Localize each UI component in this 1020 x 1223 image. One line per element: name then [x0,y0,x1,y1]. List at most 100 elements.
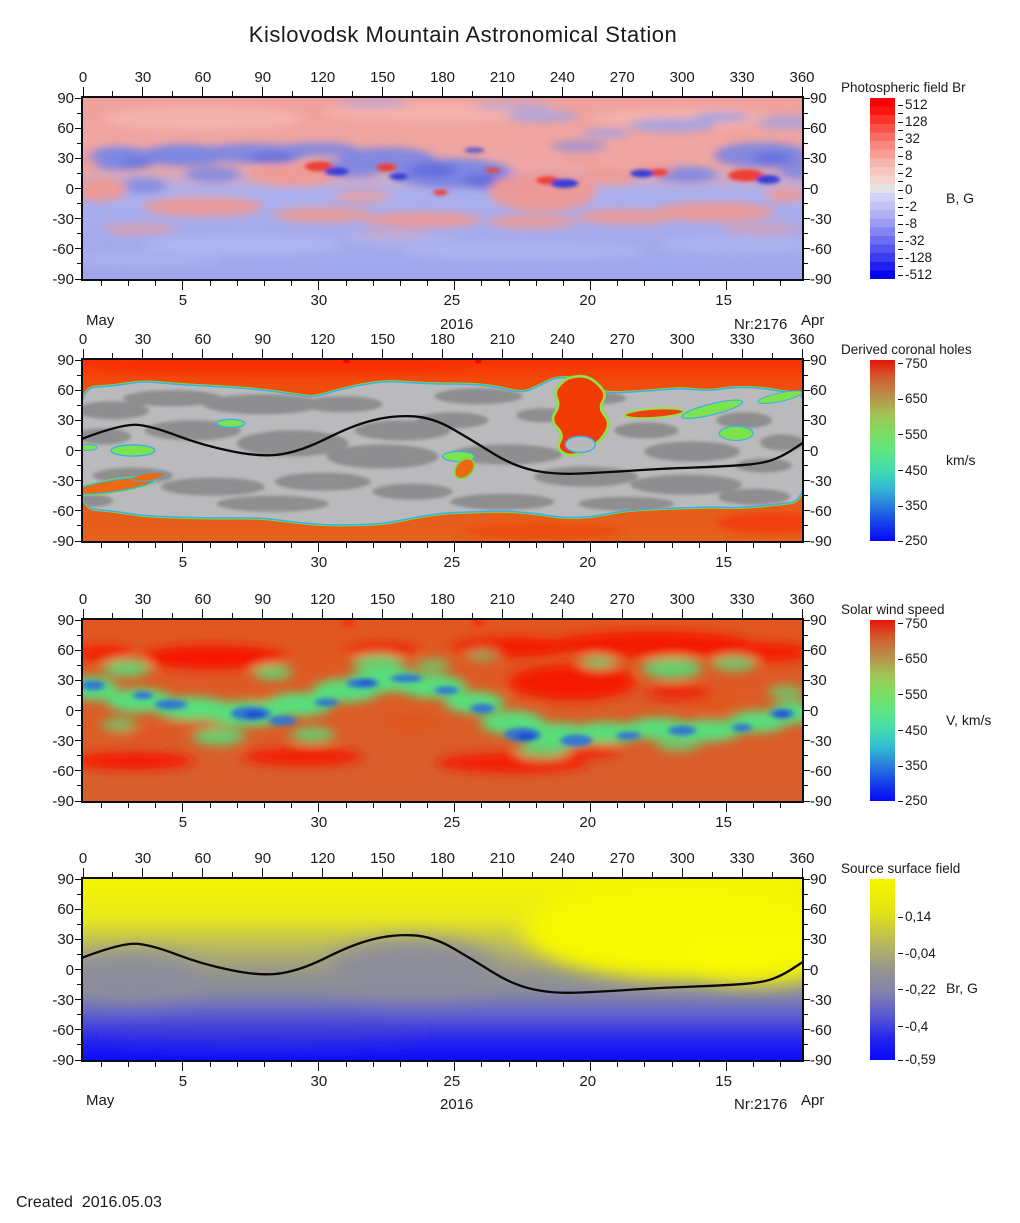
figure-title: Kislovodsk Mountain Astronomical Station [248,22,678,47]
colorbar-tick [898,266,903,268]
rotation-number-label: Nr:2176 [734,316,788,333]
lat-major-tick [804,248,810,250]
lat-minor-tick [804,233,808,235]
lon-major-tick [262,868,264,877]
lon-minor-tick [172,91,174,96]
lon-major-tick [382,87,384,96]
lon-minor-tick [292,91,294,96]
lat-minor-tick [77,203,81,205]
lat-tick-label: 0 [810,961,819,979]
lat-minor-tick [804,634,808,636]
colorbar-tick-label: 0 [905,182,913,198]
lon-tick-label: 120 [310,591,336,608]
lon-tick-label: 150 [370,331,396,348]
day-minor-tick [291,543,293,548]
lat-major-tick [804,649,810,651]
day-major-tick [318,803,320,812]
map-source-surface-field [81,877,804,1062]
lat-minor-tick [804,694,808,696]
colorbar-tick [898,249,903,251]
lon-major-tick [142,87,144,96]
lat-major-tick [804,157,810,159]
lat-major-tick [75,908,81,910]
day-major-tick [318,1062,320,1071]
colorbar-tick-label: 32 [905,131,921,147]
lon-minor-tick [292,353,294,358]
lon-tick-label: 330 [729,69,755,86]
lat-major-tick [75,999,81,1001]
day-minor-tick [617,1062,619,1067]
day-minor-tick [209,281,211,286]
day-major-tick [454,281,456,290]
lat-minor-tick [77,263,81,265]
lon-minor-tick [771,91,773,96]
day-minor-tick [780,281,782,286]
day-major-tick [318,281,320,290]
lat-minor-tick [77,923,81,925]
colorbar-unit-coronal: km/s [946,452,976,468]
lon-major-tick [621,868,623,877]
date-label: 5 [178,292,188,309]
colorbar-wind [870,620,895,801]
lon-minor-tick [412,353,414,358]
day-minor-tick [617,543,619,548]
day-minor-tick [372,281,374,286]
lon-major-tick [801,609,803,618]
lon-minor-tick [591,872,593,877]
colorbar-title-coronal: Derived coronal holes [841,342,972,357]
day-minor-tick [427,1062,429,1067]
lat-major-tick [804,188,810,189]
lon-tick-label: 330 [729,331,755,348]
lon-major-tick [501,349,503,358]
colorbar-tick [898,658,903,660]
day-major-tick [726,1062,727,1071]
lat-major-tick [75,1059,81,1061]
day-minor-tick [780,803,782,808]
lon-tick-label: 240 [549,850,575,867]
lon-major-tick [322,609,324,618]
lon-tick-label: 60 [194,591,212,608]
day-minor-tick [535,803,537,808]
day-minor-tick [399,1062,401,1067]
colorbar-tick [898,694,903,696]
colorbar-tick [898,953,903,955]
colorbar-tick [898,540,903,542]
lon-tick-label: 210 [489,69,515,86]
year-label: 2016 [440,316,474,333]
day-minor-tick [427,543,429,548]
lat-minor-tick [77,755,81,757]
lat-minor-tick [77,374,81,376]
day-major-tick [726,803,727,812]
lat-major-tick [75,740,81,742]
lat-tick-label: -60 [810,502,832,520]
lat-minor-tick [804,263,808,265]
lat-major-tick [804,218,810,220]
lon-major-tick [202,609,204,618]
lat-minor-tick [77,465,81,467]
lat-tick-label: 30 [57,150,74,168]
lat-major-tick [75,1029,81,1031]
colorbar-title-photospheric: Photospheric field Br [841,80,966,95]
lon-tick-label: 60 [194,69,212,86]
day-minor-tick [399,543,401,548]
day-minor-tick [427,281,429,286]
lon-major-tick [382,868,384,877]
date-label: 20 [579,1073,597,1090]
colorbar-title-source: Source surface field [841,861,961,876]
lon-major-tick [621,609,623,618]
lon-tick-label: 360 [789,591,815,608]
colorbar-tick [898,257,903,259]
colorbar-tick [898,363,903,365]
lon-minor-tick [292,872,294,877]
lon-major-tick [262,349,264,358]
lon-tick-label: 30 [134,331,152,348]
day-minor-tick [535,543,537,548]
map-derived-coronal-holes [81,358,804,543]
lon-major-tick [501,868,503,877]
lon-major-tick [801,87,803,96]
lon-major-tick [681,868,683,877]
lat-major-tick [804,679,810,681]
day-minor-tick [100,281,102,286]
lat-major-tick [804,127,810,129]
colorbar-tick [898,181,903,183]
